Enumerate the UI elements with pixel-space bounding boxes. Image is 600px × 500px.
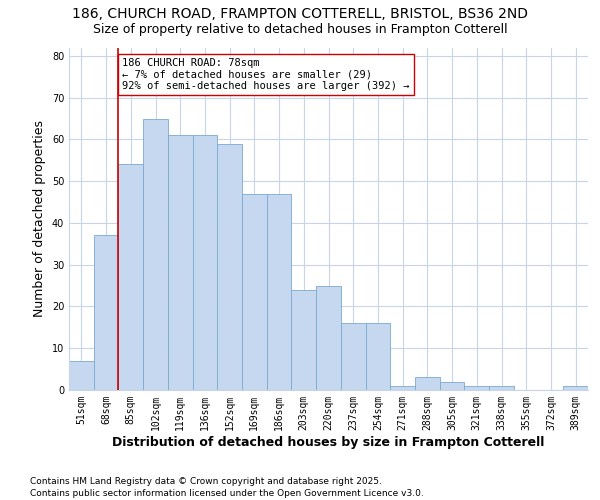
Bar bbox=[242, 194, 267, 390]
Bar bbox=[316, 286, 341, 390]
Text: Contains HM Land Registry data © Crown copyright and database right 2025.
Contai: Contains HM Land Registry data © Crown c… bbox=[30, 476, 424, 498]
Bar bbox=[440, 382, 464, 390]
Bar bbox=[267, 194, 292, 390]
Bar bbox=[118, 164, 143, 390]
X-axis label: Distribution of detached houses by size in Frampton Cotterell: Distribution of detached houses by size … bbox=[112, 436, 545, 448]
Bar bbox=[217, 144, 242, 390]
Bar bbox=[143, 118, 168, 390]
Bar bbox=[69, 361, 94, 390]
Bar bbox=[292, 290, 316, 390]
Bar bbox=[193, 135, 217, 390]
Bar bbox=[390, 386, 415, 390]
Bar bbox=[563, 386, 588, 390]
Y-axis label: Number of detached properties: Number of detached properties bbox=[33, 120, 46, 318]
Bar bbox=[464, 386, 489, 390]
Text: 186 CHURCH ROAD: 78sqm
← 7% of detached houses are smaller (29)
92% of semi-deta: 186 CHURCH ROAD: 78sqm ← 7% of detached … bbox=[122, 58, 410, 91]
Bar bbox=[168, 135, 193, 390]
Text: 186, CHURCH ROAD, FRAMPTON COTTERELL, BRISTOL, BS36 2ND: 186, CHURCH ROAD, FRAMPTON COTTERELL, BR… bbox=[72, 8, 528, 22]
Bar bbox=[94, 236, 118, 390]
Text: Size of property relative to detached houses in Frampton Cotterell: Size of property relative to detached ho… bbox=[92, 22, 508, 36]
Bar bbox=[365, 323, 390, 390]
Bar bbox=[489, 386, 514, 390]
Bar bbox=[415, 378, 440, 390]
Bar bbox=[341, 323, 365, 390]
